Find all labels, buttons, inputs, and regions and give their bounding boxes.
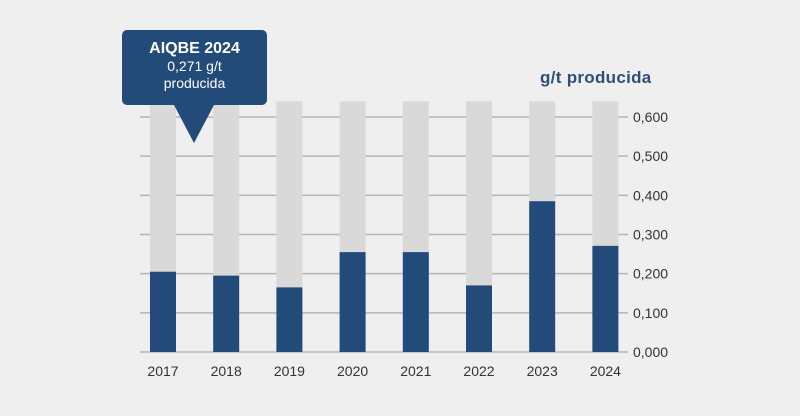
x-tick-label: 2017 — [147, 363, 178, 379]
bar — [466, 285, 492, 352]
y-tick-label: 0,000 — [633, 344, 668, 360]
callout-title: AIQBE 2024 — [149, 40, 240, 57]
bar — [402, 252, 429, 352]
highlight-callout: AIQBE 2024 0,271 g/t producida — [122, 30, 267, 143]
x-tick-label: 2022 — [463, 363, 494, 379]
bar — [150, 271, 176, 352]
x-tick-label: 2020 — [337, 363, 368, 379]
bar — [529, 201, 556, 352]
y-axis-unit-label: g/t producida — [540, 68, 652, 87]
x-tick-label: 2021 — [400, 363, 431, 379]
x-tick-label: 2024 — [590, 363, 621, 379]
x-tick-label: 2023 — [527, 363, 558, 379]
bar — [213, 275, 240, 352]
bar — [339, 252, 366, 352]
x-tick-label: 2019 — [274, 363, 305, 379]
callout-unit: producida — [163, 75, 226, 91]
bar — [276, 287, 303, 352]
y-tick-label: 0,500 — [633, 148, 668, 164]
y-tick-label: 0,300 — [633, 227, 668, 243]
callout-value: 0,271 g/t — [167, 58, 222, 74]
y-tick-label: 0,200 — [633, 266, 668, 282]
y-tick-label: 0,400 — [633, 187, 668, 203]
x-tick-label: 2018 — [211, 363, 242, 379]
y-tick-label: 0,600 — [633, 109, 668, 125]
bar — [592, 245, 619, 352]
y-tick-label: 0,100 — [633, 305, 668, 321]
